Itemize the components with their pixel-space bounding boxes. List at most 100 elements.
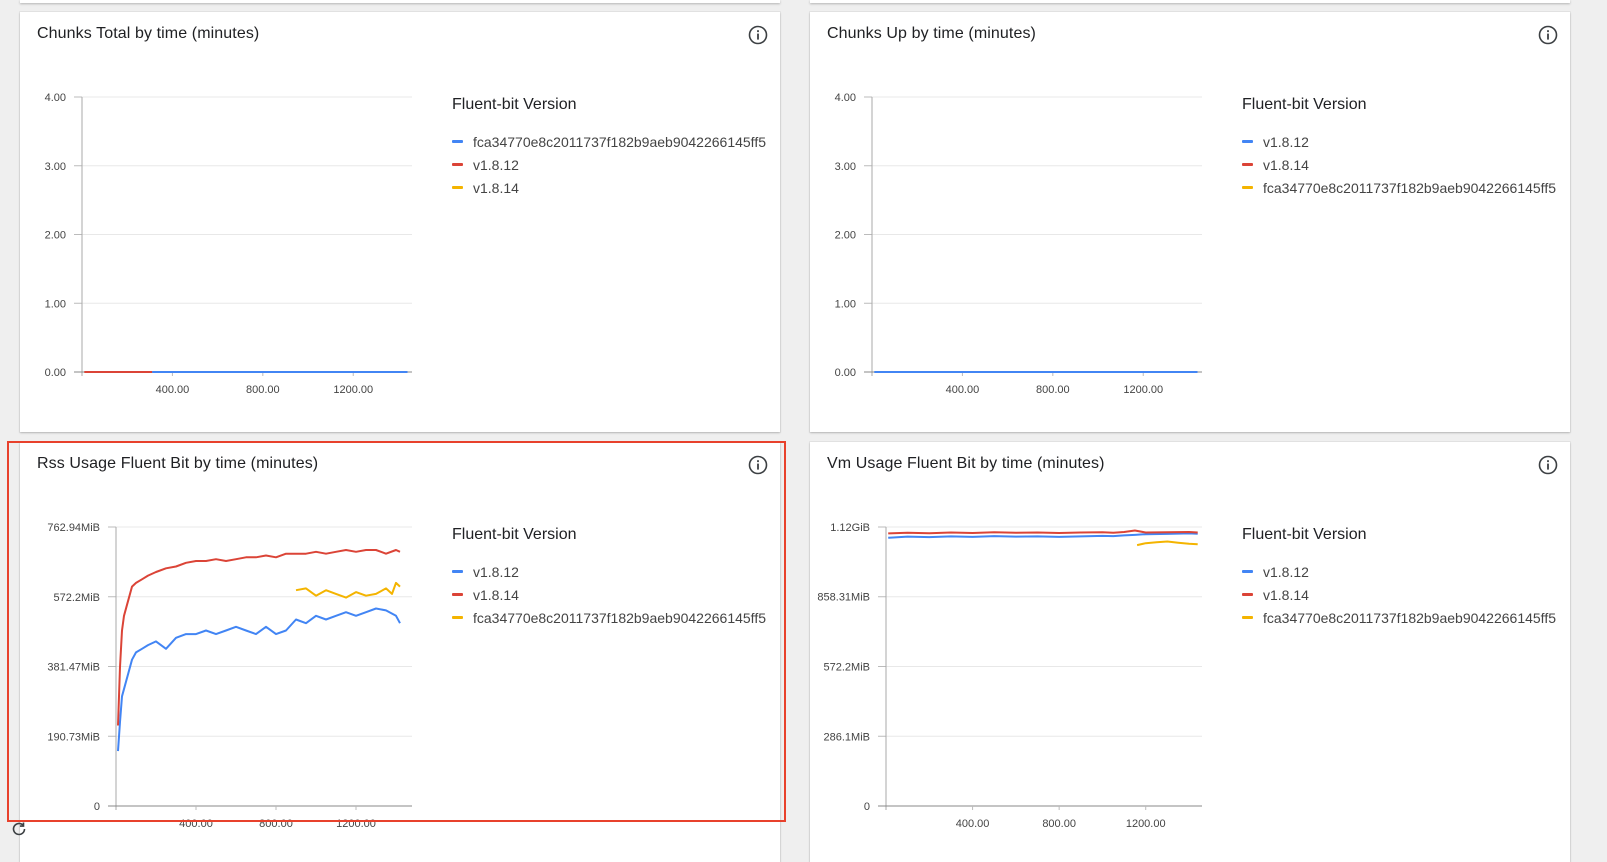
info-icon[interactable] xyxy=(748,25,768,45)
legend: Fluent-bit Version v1.8.12 v1.8.14 fca34… xyxy=(1242,96,1556,199)
legend-label: fca34770e8c2011737f182b9aeb9042266145ff5 xyxy=(1263,179,1556,196)
legend-swatch xyxy=(1242,163,1253,166)
legend-swatch xyxy=(452,593,463,596)
legend-swatch xyxy=(452,140,463,143)
y-tick-label: 3.00 xyxy=(835,161,856,173)
legend-item[interactable]: v1.8.14 xyxy=(1242,153,1556,176)
legend-label: v1.8.14 xyxy=(473,179,519,196)
chart: 0.00 1.00 2.00 3.00 4.00 400.00 800.00 1200.00 xyxy=(45,92,412,396)
legend-swatch xyxy=(452,163,463,166)
x-tick-label: 800.00 xyxy=(1036,384,1070,396)
legend-item[interactable]: v1.8.14 xyxy=(452,583,766,606)
y-tick-label: 0.00 xyxy=(835,367,856,379)
y-tick-label: 190.73MiB xyxy=(47,731,100,743)
legend-item[interactable]: fca34770e8c2011737f182b9aeb9042266145ff5 xyxy=(1242,606,1556,629)
legend-item[interactable]: v1.8.12 xyxy=(452,153,766,176)
panel-chunks-total: Chunks Total by time (minutes) 0.00 1.00 2… xyxy=(20,12,780,432)
legend-title: Fluent-bit Version xyxy=(452,526,577,543)
legend-item[interactable]: fca34770e8c2011737f182b9aeb9042266145ff5 xyxy=(1242,176,1556,199)
legend-label: v1.8.12 xyxy=(473,156,519,173)
y-tick-label: 858.31MiB xyxy=(817,592,870,604)
x-tick-label: 400.00 xyxy=(956,818,990,830)
legend-title: Fluent-bit Version xyxy=(1242,96,1367,113)
legend-swatch xyxy=(1242,186,1253,189)
y-tick-label: 3.00 xyxy=(45,161,66,173)
x-tick-label: 1200.00 xyxy=(1123,384,1163,396)
legend-swatch xyxy=(1242,570,1253,573)
series-line xyxy=(295,581,401,599)
legend-item[interactable]: v1.8.12 xyxy=(1242,130,1556,153)
previous-panel-edge-right xyxy=(810,0,1570,3)
legend-title: Fluent-bit Version xyxy=(1242,526,1367,543)
series-line xyxy=(1136,540,1198,547)
x-tick-label: 800.00 xyxy=(246,384,280,396)
panel-title: Vm Usage Fluent Bit by time (minutes) xyxy=(827,455,1105,472)
panel-vm-usage: Vm Usage Fluent Bit by time (minutes) 0 2… xyxy=(810,442,1570,862)
y-tick-label: 286.1MiB xyxy=(824,731,870,743)
legend-label: fca34770e8c2011737f182b9aeb9042266145ff5 xyxy=(1263,609,1556,626)
panel-chunks-up: Chunks Up by time (minutes) 0.00 1.00 2.00… xyxy=(810,12,1570,432)
series-line xyxy=(117,549,401,726)
legend-label: fca34770e8c2011737f182b9aeb9042266145ff5 xyxy=(473,133,766,150)
legend-item[interactable]: v1.8.14 xyxy=(452,176,766,199)
y-tick-label: 2.00 xyxy=(835,230,856,242)
series-line xyxy=(888,532,1198,539)
chart: 0.00 1.00 2.00 3.00 4.00 400.00 800.00 1200.00 xyxy=(835,92,1202,396)
y-tick-label: 381.47MiB xyxy=(47,662,100,674)
x-tick-label: 1200.00 xyxy=(1126,818,1166,830)
legend-item[interactable]: v1.8.14 xyxy=(1242,583,1556,606)
legend-label: v1.8.12 xyxy=(473,563,519,580)
x-tick-label: 400.00 xyxy=(946,384,980,396)
panel-title: Rss Usage Fluent Bit by time (minutes) xyxy=(37,455,319,472)
legend-label: v1.8.12 xyxy=(1263,133,1309,150)
y-tick-label: 1.12GiB xyxy=(830,522,870,534)
series-line xyxy=(888,529,1198,535)
y-tick-label: 0 xyxy=(94,801,100,813)
legend-swatch xyxy=(1242,593,1253,596)
x-tick-label: 400.00 xyxy=(179,818,213,830)
legend-item[interactable]: v1.8.12 xyxy=(452,560,766,583)
series-line xyxy=(117,607,401,752)
legend-swatch xyxy=(1242,140,1253,143)
y-tick-label: 572.2MiB xyxy=(54,592,100,604)
panel-title: Chunks Total by time (minutes) xyxy=(37,25,260,42)
x-tick-label: 800.00 xyxy=(259,818,293,830)
refresh-icon[interactable] xyxy=(10,820,28,838)
panel-rss-usage: Rss Usage Fluent Bit by time (minutes) 0… xyxy=(20,442,780,862)
legend-swatch xyxy=(452,186,463,189)
y-tick-label: 762.94MiB xyxy=(47,522,100,534)
legend-label: fca34770e8c2011737f182b9aeb9042266145ff5 xyxy=(473,609,766,626)
y-tick-label: 1.00 xyxy=(45,298,66,310)
legend: Fluent-bit Version v1.8.12 v1.8.14 fca34… xyxy=(1242,526,1556,629)
y-tick-label: 572.2MiB xyxy=(824,662,870,674)
legend-item[interactable]: fca34770e8c2011737f182b9aeb9042266145ff5 xyxy=(452,130,766,153)
chart: 0 286.1MiB 572.2MiB 858.31MiB 1.12GiB 400.00 8… xyxy=(817,522,1202,830)
x-tick-label: 1200.00 xyxy=(333,384,373,396)
x-tick-label: 800.00 xyxy=(1042,818,1076,830)
previous-panel-edge-left xyxy=(20,0,780,3)
legend-label: v1.8.14 xyxy=(1263,156,1309,173)
legend: Fluent-bit Version fca34770e8c2011737f18… xyxy=(452,96,766,199)
info-icon[interactable] xyxy=(1538,25,1558,45)
legend-item[interactable]: v1.8.12 xyxy=(1242,560,1556,583)
chart: 0 190.73MiB 381.47MiB 572.2MiB 762.94MiB 400.… xyxy=(47,522,412,830)
legend-swatch xyxy=(1242,616,1253,619)
legend-title: Fluent-bit Version xyxy=(452,96,577,113)
y-tick-label: 1.00 xyxy=(835,298,856,310)
panel-title: Chunks Up by time (minutes) xyxy=(827,25,1036,42)
info-icon[interactable] xyxy=(1538,455,1558,475)
legend-label: v1.8.12 xyxy=(1263,563,1309,580)
y-tick-label: 4.00 xyxy=(835,92,856,104)
info-icon[interactable] xyxy=(748,455,768,475)
legend-swatch xyxy=(452,616,463,619)
legend-label: v1.8.14 xyxy=(1263,586,1309,603)
legend-swatch xyxy=(452,570,463,573)
y-tick-label: 2.00 xyxy=(45,230,66,242)
x-tick-label: 400.00 xyxy=(156,384,190,396)
y-tick-label: 4.00 xyxy=(45,92,66,104)
legend-label: v1.8.14 xyxy=(473,586,519,603)
legend: Fluent-bit Version v1.8.12 v1.8.14 fca34… xyxy=(452,526,766,629)
y-tick-label: 0.00 xyxy=(45,367,66,379)
legend-item[interactable]: fca34770e8c2011737f182b9aeb9042266145ff5 xyxy=(452,606,766,629)
x-tick-label: 1200.00 xyxy=(336,818,376,830)
